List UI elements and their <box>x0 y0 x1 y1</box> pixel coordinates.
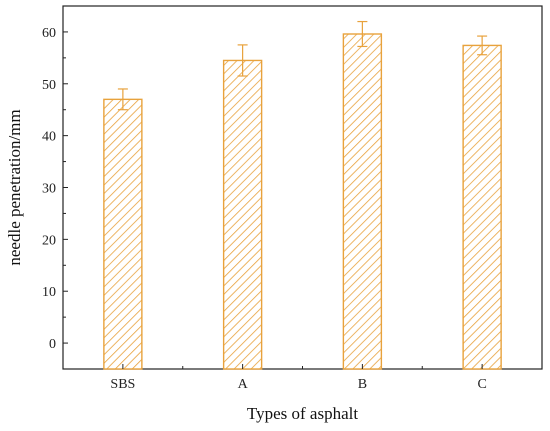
bar-c <box>462 44 502 370</box>
x-axis-title: Types of asphalt <box>247 404 358 423</box>
y-tick-label: 20 <box>42 233 56 248</box>
y-tick-label: 60 <box>42 26 56 41</box>
x-tick-label: SBS <box>110 377 135 392</box>
bar-a <box>222 59 263 370</box>
bar-b <box>342 33 383 370</box>
y-tick-label: 40 <box>42 130 56 145</box>
y-axis-title: needle penetration/mm <box>5 109 24 265</box>
y-tick-label: 50 <box>42 78 56 93</box>
x-tick-label: A <box>238 377 249 392</box>
bars-group <box>103 20 502 370</box>
x-tick-label: C <box>477 377 486 392</box>
x-tick-label: B <box>358 377 367 392</box>
axis-ticks: 0 10 20 30 40 50 60 SBS A B C <box>42 26 543 392</box>
y-tick-label: 30 <box>42 182 56 197</box>
y-tick-label: 10 <box>42 285 56 300</box>
y-tick-label: 0 <box>49 337 56 352</box>
bar-sbs <box>103 98 143 370</box>
